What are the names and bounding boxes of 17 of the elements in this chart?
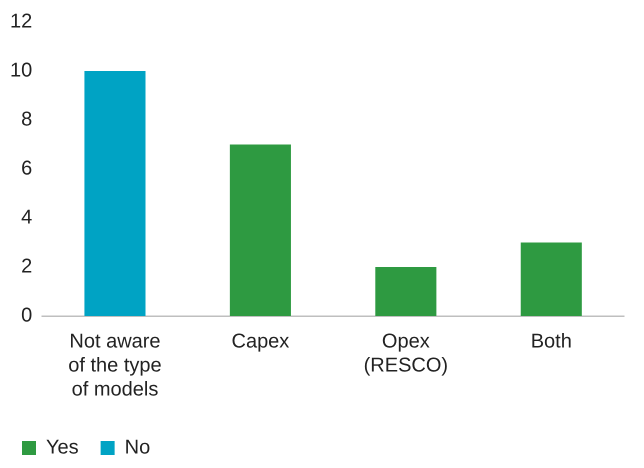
y-tick-label: 8 bbox=[21, 108, 32, 131]
bar bbox=[230, 144, 291, 316]
x-tick-label: Opex (RESCO) bbox=[364, 330, 448, 377]
bar bbox=[84, 71, 146, 316]
bar bbox=[520, 242, 582, 316]
legend-label: No bbox=[124, 436, 150, 459]
y-tick-label: 6 bbox=[21, 158, 32, 180]
y-tick-label: 10 bbox=[10, 60, 32, 82]
y-tick-label: 0 bbox=[21, 304, 32, 327]
y-tick-label: 12 bbox=[10, 10, 32, 33]
y-tick-label: 2 bbox=[21, 256, 32, 278]
bar bbox=[375, 267, 436, 316]
x-tick-label: Capex bbox=[232, 330, 290, 353]
y-tick-label: 4 bbox=[21, 206, 32, 229]
x-tick-label: Both bbox=[530, 330, 572, 353]
x-tick-label: Not aware of the type of models bbox=[68, 330, 162, 401]
legend-label: Yes bbox=[46, 436, 79, 459]
